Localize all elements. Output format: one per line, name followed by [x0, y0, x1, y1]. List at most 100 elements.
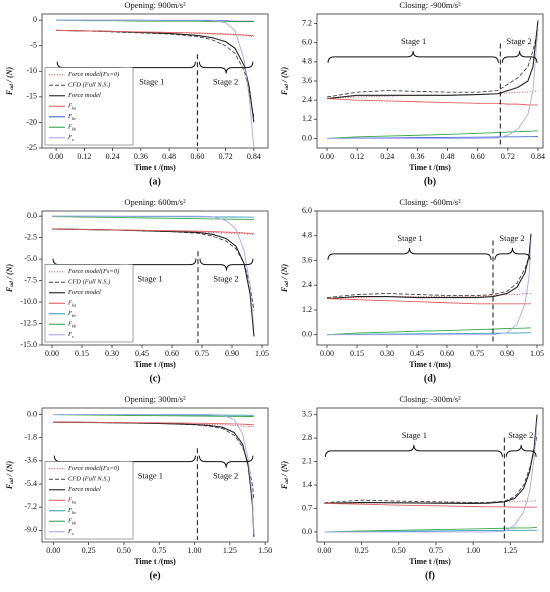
y-tick-label: 6.0 — [302, 206, 312, 215]
y-tick-label: 0 — [33, 15, 37, 24]
x-tick-label: 0.36 — [410, 152, 424, 161]
chart-title: Closing: -300m/s² — [399, 394, 461, 404]
legend-label: Force model — [67, 486, 101, 493]
y-tick-label: -5.0 — [24, 254, 37, 263]
x-tick-label: 0.75 — [429, 546, 443, 555]
x-tick-label: 0.36 — [134, 152, 148, 161]
y-axis-label: Fad / (N) — [5, 461, 15, 491]
y-tick-label: 4.8 — [302, 231, 312, 240]
stage-label: Stage 1 — [138, 471, 163, 481]
y-tick-label: 0.0 — [27, 409, 37, 418]
x-tick-label: 0.24 — [380, 152, 394, 161]
series-line — [53, 421, 254, 428]
x-tick-label: 0.75 — [470, 349, 484, 358]
series-line — [326, 298, 531, 305]
legend-label: Fka — [67, 300, 77, 308]
panel-label: (a) — [149, 176, 161, 187]
series-line — [56, 19, 255, 149]
series-line — [326, 327, 531, 336]
legend-label: Fs — [67, 134, 74, 142]
x-tick-label: 0.75 — [152, 546, 166, 555]
series-line — [324, 503, 538, 508]
y-tick-label: 0.0 — [302, 330, 312, 339]
series-line — [326, 233, 532, 300]
y-tick-label: 3.6 — [302, 255, 312, 264]
x-tick-label: 1.05 — [530, 349, 544, 358]
y-tick-label: 4.8 — [302, 57, 312, 66]
x-axis-label: Time t /(ms) — [409, 163, 451, 172]
stage-label: Stage 2 — [507, 36, 532, 46]
x-tick-label: 0.30 — [105, 349, 119, 358]
stage-brace — [327, 247, 492, 260]
y-tick-label: 3.6 — [302, 76, 312, 85]
y-axis-label: Fad / (N) — [280, 461, 290, 491]
series-line — [324, 527, 538, 533]
chart-title: Opening: 600m/s² — [124, 197, 186, 207]
series-line — [326, 332, 531, 336]
legend-label: Fkv — [67, 113, 77, 121]
x-axis-label: Time t /(ms) — [409, 557, 451, 566]
stage-label: Stage 1 — [401, 36, 426, 46]
y-tick-label: -5 — [30, 41, 37, 50]
series-line — [53, 413, 255, 535]
x-tick-label: 0.45 — [135, 349, 149, 358]
y-tick-label: 0.7 — [302, 503, 312, 512]
y-tick-label: 7.2 — [302, 18, 312, 27]
legend-label: Force model — [67, 289, 101, 296]
y-tick-label: -5.4 — [24, 479, 37, 488]
y-tick-label: -7.2 — [24, 502, 37, 511]
y-tick-label: -1.8 — [24, 432, 37, 441]
plot-frame — [316, 13, 544, 149]
y-tick-label: -15.0 — [20, 340, 37, 349]
stage-brace — [505, 444, 537, 457]
x-tick-label: 0.25 — [82, 546, 96, 555]
legend-label: Fkv — [67, 310, 77, 318]
plot-frame — [316, 407, 544, 543]
x-tick-label: 1.50 — [258, 546, 272, 555]
stage-label: Stage 1 — [139, 77, 164, 87]
y-tick-label: -15 — [26, 92, 37, 101]
chart-title: Opening: 900m/s² — [124, 0, 186, 10]
legend-label: Fkv — [67, 507, 77, 515]
y-tick-label: 2.4 — [302, 95, 312, 104]
stage-label: Stage 2 — [213, 274, 238, 284]
x-tick-label: 0.00 — [49, 152, 63, 161]
x-tick-label: 1.25 — [503, 546, 517, 555]
y-axis-label: Fad / (N) — [280, 264, 290, 294]
legend-label: CFD (Full N.S.) — [68, 476, 110, 483]
x-tick-label: 0.00 — [46, 546, 60, 555]
plot-frame — [41, 407, 269, 543]
legend-label: CFD (Full N.S.) — [68, 279, 110, 286]
stage-brace — [327, 50, 499, 63]
stage-brace — [198, 455, 254, 468]
x-axis-label: Time t /(ms) — [134, 163, 176, 172]
x-tick-label: 0.24 — [106, 152, 120, 161]
panel: Closing: -600m/s² 0.0 1.2 2.4 3.6 4.8 6.0 0.00 0… — [280, 197, 544, 384]
legend-label: Force model(Fs=0) — [67, 71, 119, 78]
x-tick-label: 1.00 — [188, 546, 202, 555]
x-tick-label: 0.84 — [531, 152, 545, 161]
series-line — [327, 136, 538, 139]
chart-title: Closing: -900m/s² — [399, 0, 461, 10]
panel-label: (b) — [424, 176, 436, 187]
stage-brace — [199, 258, 254, 271]
x-tick-label: 0.00 — [320, 152, 334, 161]
y-tick-label: 3.5 — [302, 410, 312, 419]
series-line — [327, 98, 538, 106]
y-tick-label: -9.0 — [24, 525, 37, 534]
stage-label: Stage 1 — [402, 430, 427, 440]
x-tick-label: 0.00 — [320, 349, 334, 358]
series-line — [327, 90, 539, 99]
y-tick-label: 1.4 — [302, 480, 312, 489]
y-tick-label: 6.0 — [302, 38, 312, 47]
stage-brace — [501, 50, 538, 63]
chart-title: Opening: 300m/s² — [124, 394, 186, 404]
y-tick-label: -10.0 — [20, 297, 37, 306]
y-axis-label: Fad / (N) — [280, 67, 290, 97]
panel: Opening: 300m/s²-9.0-7.2-5.4-3.6-1.80.00… — [5, 394, 272, 581]
x-tick-label: 0.12 — [77, 152, 91, 161]
stage-label: Stage 1 — [397, 233, 422, 243]
x-axis-label: Time t /(ms) — [409, 360, 451, 369]
y-tick-label: -25 — [26, 143, 37, 152]
